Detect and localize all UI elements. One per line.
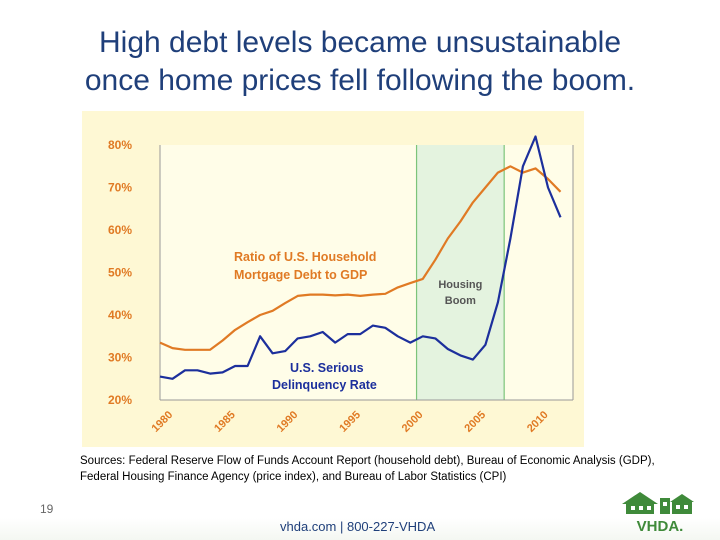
left-tick-label: 50% — [108, 266, 132, 280]
debt-delinquency-chart: 20%30%40%50%60%70%80%0%1%2%3%4%5%6%19801… — [82, 111, 584, 447]
title-line-2: once home prices fell following the boom… — [84, 64, 636, 97]
orange-series-label-line-2: Mortgage Debt to GDP — [234, 268, 367, 282]
slide-title: High debt levels became unsustainable on… — [0, 24, 720, 100]
left-tick-label: 80% — [108, 138, 132, 152]
blue-series-label-line-2: Delinquency Rate — [272, 378, 377, 392]
left-tick-label: 40% — [108, 308, 132, 322]
footer-bar — [0, 518, 720, 540]
title-line-1: High debt levels became unsustainable — [99, 26, 621, 59]
housing-boom-label-line-2: Boom — [445, 295, 476, 307]
left-tick-label: 30% — [108, 351, 132, 365]
sources-note: Sources: Federal Reserve Flow of Funds A… — [80, 455, 655, 483]
serious-delinquency-rate-line — [159, 135, 562, 380]
housing-boom-band — [416, 145, 505, 400]
orange-series-label-line-1: Ratio of U.S. Household — [234, 250, 376, 264]
vhda-logo-text: VHDA. — [637, 518, 684, 534]
left-tick-label: 70% — [108, 181, 132, 195]
vhda-logo: VHDA. — [622, 492, 694, 534]
mortgage-debt-to-gdp-line — [159, 165, 562, 351]
footer-contact: vhda.com | 800-227-VHDA — [280, 519, 436, 534]
left-tick-label: 60% — [108, 223, 132, 237]
left-tick-label: 20% — [108, 393, 132, 407]
housing-boom-label-line-1: Housing — [438, 279, 482, 291]
slide-number: 19 — [40, 502, 54, 516]
blue-series-label-line-1: U.S. Serious — [290, 361, 364, 375]
